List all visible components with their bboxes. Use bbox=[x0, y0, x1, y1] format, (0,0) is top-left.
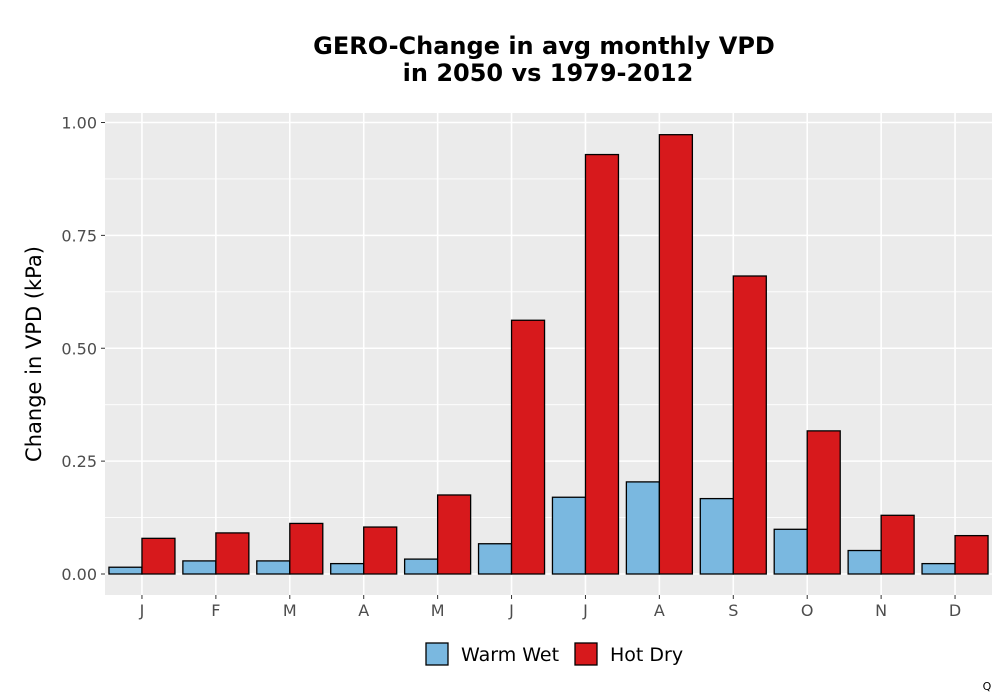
bar-warm-wet bbox=[403, 558, 439, 575]
x-tick-label: J bbox=[582, 601, 588, 620]
bar-warm-wet bbox=[182, 560, 217, 575]
bar-warm-wet bbox=[551, 496, 587, 575]
legend-label-hot-dry: Hot Dry bbox=[610, 644, 683, 666]
grid-minor bbox=[105, 178, 992, 518]
bar-warm-wet bbox=[108, 566, 143, 575]
y-tick-label: 0.75 bbox=[61, 226, 97, 245]
y-axis-title: Change in VPD (kPa) bbox=[22, 246, 46, 462]
bar-warm-wet bbox=[625, 481, 661, 575]
bar-hot-dry bbox=[436, 494, 472, 575]
bar-hot-dry bbox=[141, 537, 176, 575]
corner-mark: Q bbox=[983, 680, 992, 693]
chart-title: GERO-Change in avg monthly VPD bbox=[313, 32, 775, 60]
bar-warm-wet bbox=[699, 497, 734, 575]
bar-hot-dry bbox=[584, 153, 620, 575]
x-tick-label: F bbox=[211, 601, 220, 620]
bar-warm-wet bbox=[921, 562, 956, 575]
x-tick-label: S bbox=[728, 601, 738, 620]
bar-warm-wet bbox=[847, 549, 882, 575]
x-tick-label: J bbox=[139, 601, 145, 620]
legend-swatch-warm-wet bbox=[425, 642, 449, 666]
legend-label-warm-wet: Warm Wet bbox=[461, 644, 559, 666]
bars bbox=[108, 134, 989, 575]
x-tick-label: M bbox=[283, 601, 297, 620]
bar-warm-wet bbox=[773, 528, 808, 575]
y-tick-label: 1.00 bbox=[61, 114, 97, 133]
bar-hot-dry bbox=[289, 522, 324, 575]
bar-hot-dry bbox=[954, 534, 989, 575]
x-tick-label: M bbox=[431, 601, 445, 620]
chart-title-line2: in 2050 vs 1979-2012 bbox=[403, 59, 694, 87]
x-tick-label: A bbox=[654, 601, 665, 620]
y-tick-label: 0.50 bbox=[61, 339, 97, 358]
x-tick-label: J bbox=[508, 601, 514, 620]
plot-panel bbox=[105, 113, 992, 595]
bar-warm-wet bbox=[477, 543, 513, 575]
legend: Warm Wet Hot Dry bbox=[425, 642, 683, 666]
x-tick-label: A bbox=[358, 601, 369, 620]
x-tick-label: D bbox=[949, 601, 961, 620]
y-tick-label: 0.25 bbox=[61, 452, 97, 471]
bar-hot-dry bbox=[732, 275, 767, 575]
bar-hot-dry bbox=[510, 319, 546, 575]
x-tick-label: N bbox=[875, 601, 887, 620]
bar-hot-dry bbox=[215, 532, 250, 575]
bar-hot-dry bbox=[806, 430, 841, 575]
bar-hot-dry bbox=[880, 514, 915, 575]
y-axis: 0.00 0.25 0.50 0.75 1.00 bbox=[61, 114, 105, 584]
bar-hot-dry bbox=[363, 526, 398, 575]
x-tick-label: O bbox=[801, 601, 814, 620]
legend-swatch-hot-dry bbox=[574, 642, 598, 666]
y-tick-label: 0.00 bbox=[61, 565, 97, 584]
bar-warm-wet bbox=[330, 562, 365, 575]
bar-hot-dry bbox=[658, 134, 694, 575]
bar-warm-wet bbox=[256, 560, 291, 575]
